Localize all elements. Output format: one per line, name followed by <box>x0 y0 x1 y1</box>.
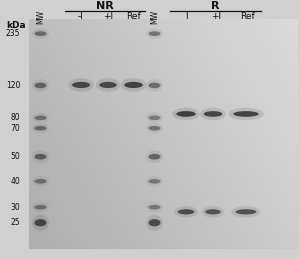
Ellipse shape <box>200 108 226 120</box>
Text: R: R <box>211 1 220 11</box>
Text: 235: 235 <box>6 29 20 38</box>
Text: 40: 40 <box>11 177 20 186</box>
Ellipse shape <box>32 28 49 39</box>
Text: MW: MW <box>150 10 159 24</box>
Text: MW: MW <box>36 10 45 24</box>
Ellipse shape <box>34 31 46 36</box>
Ellipse shape <box>228 108 264 120</box>
Ellipse shape <box>148 179 160 184</box>
Text: 80: 80 <box>11 113 20 122</box>
Ellipse shape <box>148 31 160 36</box>
Ellipse shape <box>146 150 163 163</box>
Ellipse shape <box>34 154 46 160</box>
Ellipse shape <box>34 219 46 226</box>
Ellipse shape <box>99 82 117 88</box>
Text: +I: +I <box>103 12 113 21</box>
Ellipse shape <box>121 78 146 92</box>
Text: 30: 30 <box>11 203 20 212</box>
Text: kDa: kDa <box>7 21 26 30</box>
Ellipse shape <box>236 209 256 214</box>
Text: Ref: Ref <box>126 12 141 21</box>
Ellipse shape <box>34 179 46 184</box>
Ellipse shape <box>146 215 163 231</box>
Text: NR: NR <box>95 1 113 11</box>
Ellipse shape <box>148 154 160 160</box>
Ellipse shape <box>148 205 160 210</box>
Text: 25: 25 <box>11 218 20 227</box>
Text: 50: 50 <box>11 152 20 161</box>
Ellipse shape <box>32 176 49 186</box>
Ellipse shape <box>32 215 49 231</box>
Text: 70: 70 <box>11 124 20 133</box>
Ellipse shape <box>146 123 163 133</box>
Ellipse shape <box>146 202 163 212</box>
Ellipse shape <box>34 205 46 210</box>
Text: 120: 120 <box>6 81 20 90</box>
Ellipse shape <box>205 209 221 214</box>
Ellipse shape <box>146 79 163 92</box>
Ellipse shape <box>34 126 46 131</box>
Ellipse shape <box>72 82 90 88</box>
Ellipse shape <box>172 108 200 120</box>
Ellipse shape <box>178 209 194 214</box>
Ellipse shape <box>32 150 49 163</box>
Text: +I: +I <box>211 12 221 21</box>
Ellipse shape <box>32 79 49 92</box>
Ellipse shape <box>148 116 160 120</box>
Ellipse shape <box>231 206 261 218</box>
Ellipse shape <box>146 28 163 39</box>
Ellipse shape <box>34 83 46 88</box>
Ellipse shape <box>148 126 160 131</box>
Ellipse shape <box>176 111 196 117</box>
Ellipse shape <box>32 123 49 133</box>
Ellipse shape <box>146 176 163 186</box>
Text: I: I <box>185 12 187 21</box>
Ellipse shape <box>202 206 224 218</box>
Ellipse shape <box>146 113 163 123</box>
Ellipse shape <box>204 111 222 117</box>
Ellipse shape <box>124 82 143 88</box>
Ellipse shape <box>96 78 120 92</box>
Ellipse shape <box>148 83 160 88</box>
Ellipse shape <box>68 78 94 92</box>
Text: -I: -I <box>78 12 84 21</box>
Ellipse shape <box>175 206 198 218</box>
Ellipse shape <box>34 116 46 120</box>
Ellipse shape <box>233 111 259 117</box>
Ellipse shape <box>148 219 160 226</box>
Text: Ref: Ref <box>240 12 255 21</box>
Ellipse shape <box>32 202 49 212</box>
Ellipse shape <box>32 113 49 123</box>
